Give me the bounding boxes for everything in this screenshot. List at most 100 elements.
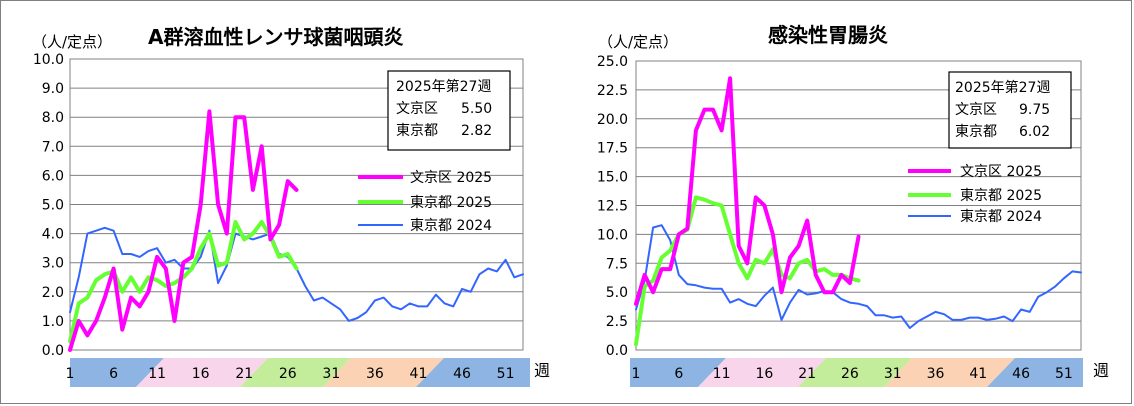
week-band-segment [416,358,530,387]
y-tick-label: 5.0 [42,198,64,214]
chart-strep-throat: （人/定点） A群溶血性レンサ球菌咽頭炎 0.0 1.0 2.0 3.0 4.0 5.0 6… [32,25,550,387]
week-band-segment [240,358,351,387]
y-tick-label: 12.5 [597,199,628,215]
legend-label: 東京都 2025 [960,188,1042,204]
x-tick-label: 31 [884,366,902,382]
chart-title: 感染性胃腸炎 [768,23,888,47]
x-axis-label: 週 [534,361,550,380]
x-tick-label: 41 [410,366,428,382]
week-band-segment [323,358,444,387]
y-tick-label: 25.0 [597,54,628,70]
y-tick-label: 10.0 [33,52,64,68]
x-tick-label: 51 [497,366,515,382]
info-heading: 2025年第27週 [396,78,491,95]
y-tick-label: 2.5 [606,314,628,330]
y-tick-label: 4.0 [42,227,64,243]
x-tick-label: 51 [1055,366,1073,382]
y-tick-label: 0.0 [42,343,64,359]
x-tick-label: 46 [1012,366,1030,382]
series-line-2 [635,224,1082,329]
x-axis-ticks: 1 6 11 16 21 26 31 36 41 46 51 [632,366,1073,382]
y-tick-label: 3.0 [42,256,64,272]
info-row-label: 文京区 [396,101,438,117]
x-tick-label: 6 [109,366,118,382]
y-tick-label: 20.0 [597,112,628,128]
week-band-segment [987,358,1083,387]
info-row-value: 2.82 [461,123,492,139]
week-band-segment [70,358,164,387]
x-tick-label: 41 [969,366,987,382]
series-lines [68,109,524,352]
y-tick-label: 2.0 [42,285,64,301]
week-band [70,358,530,387]
x-tick-label: 36 [366,366,384,382]
x-tick-label: 6 [674,366,683,382]
chart-gastroenteritis: （人/定点） 感染性胃腸炎 0.0 2.5 5.0 7.5 10.0 12.5 15.0 17… [597,23,1109,387]
x-tick-label: 31 [322,366,340,382]
chart-title: A群溶血性レンサ球菌咽頭炎 [148,25,403,49]
series-line-1 [68,220,299,344]
y-tick-label: 15.0 [597,170,628,186]
y-tick-label: 7.5 [606,256,628,272]
y-tick-label: 8.0 [42,110,64,126]
legend: 文京区 2025 東京都 2025 東京都 2024 [908,164,1042,225]
y-axis-ticks: 0.0 1.0 2.0 3.0 4.0 5.0 6.0 7.0 8.0 9.0 10.0 [33,52,64,359]
info-row-value: 6.02 [1019,124,1050,140]
legend-label: 東京都 2024 [410,218,492,234]
info-box-frame [948,71,1072,149]
x-tick-label: 26 [279,366,297,382]
week-band-segment [798,358,912,387]
x-tick-label: 46 [453,366,471,382]
legend: 文京区 2025 東京都 2025 東京都 2024 [358,170,492,234]
info-row-label: 東京都 [396,123,438,139]
x-tick-label: 21 [235,366,253,382]
y-tick-label: 0.0 [606,343,628,359]
x-tick-label: 11 [713,366,731,382]
info-heading: 2025年第27週 [955,79,1050,96]
series-line-0 [68,109,299,352]
y-tick-label: 17.5 [597,141,628,157]
info-box: 2025年第27週 文京区 9.75 東京都 6.02 [948,71,1072,149]
week-band-segment [884,358,1015,387]
info-row-label: 文京区 [955,102,997,118]
y-axis-ticks: 0.0 2.5 5.0 7.5 10.0 12.5 15.0 17.5 20.0 22.5 25.0 [597,54,628,359]
series-line-1 [634,195,861,347]
x-tick-label: 11 [148,366,166,382]
y-tick-label: 7.0 [42,139,64,155]
x-tick-label: 1 [632,366,641,382]
week-band-segment [136,358,268,387]
legend-label: 東京都 2024 [960,209,1042,225]
info-row-value: 9.75 [1019,102,1050,118]
y-tick-label: 1.0 [42,314,64,330]
week-band-segment [698,358,826,387]
y-tick-label: 10.0 [597,227,628,243]
y-unit-label: （人/定点） [598,33,678,51]
x-axis-label: 週 [1093,361,1109,380]
week-band [630,358,1083,387]
series-line-0 [634,76,861,306]
y-tick-label: 22.5 [597,83,628,99]
x-tick-label: 21 [798,366,816,382]
y-unit-label: （人/定点） [32,33,112,51]
legend-label: 東京都 2025 [410,195,492,211]
info-row-value: 5.50 [461,101,492,117]
x-tick-label: 36 [927,366,945,382]
info-box-frame [387,70,511,151]
y-tick-label: 9.0 [42,81,64,97]
x-tick-label: 16 [192,366,210,382]
legend-label: 文京区 2025 [960,164,1042,180]
grid-lines [636,89,1081,322]
info-row-label: 東京都 [955,124,997,140]
x-tick-label: 26 [841,366,859,382]
x-tick-label: 1 [66,366,75,382]
legend-label: 文京区 2025 [410,170,492,186]
info-box: 2025年第27週 文京区 5.50 東京都 2.82 [387,70,511,151]
x-axis-ticks: 1 6 11 16 21 26 31 36 41 46 51 [66,366,515,382]
y-tick-label: 5.0 [606,285,628,301]
series-lines [634,76,1082,347]
week-band-segment [630,358,726,387]
y-tick-label: 6.0 [42,168,64,184]
x-tick-label: 16 [755,366,773,382]
